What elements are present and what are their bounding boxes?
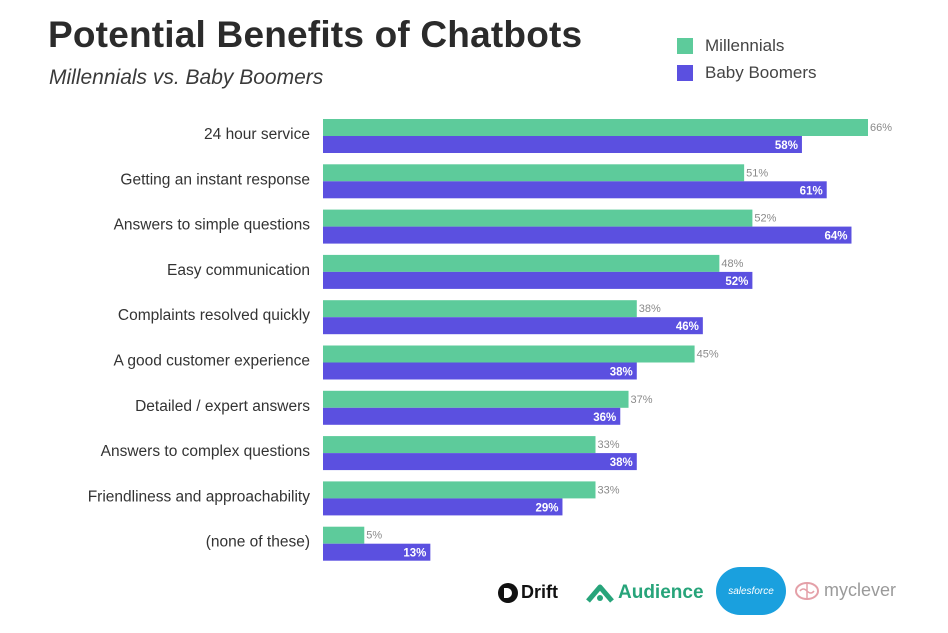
bar-millennials <box>323 119 868 136</box>
category-label: Easy communication <box>167 262 310 279</box>
drift-logo-text: Drift <box>521 582 558 602</box>
legend-item-millennials: Millennials <box>677 34 817 58</box>
bar-baby-boomers <box>323 407 621 425</box>
brain-icon <box>795 581 819 600</box>
category-label: Getting an instant response <box>120 171 310 188</box>
data-label-millennials: 52% <box>754 213 776 225</box>
data-label-baby-boomers: 58% <box>775 140 798 152</box>
data-label-baby-boomers: 13% <box>403 548 426 560</box>
data-label-millennials: 33% <box>598 439 620 451</box>
bar-millennials <box>323 390 629 408</box>
chart-title: Potential Benefits of Chatbots <box>48 14 583 55</box>
category-label: (none of these) <box>206 534 310 551</box>
category-label: A good customer experience <box>114 353 310 370</box>
bar-millennials <box>323 209 753 227</box>
bar-millennials <box>323 345 695 363</box>
data-label-baby-boomers: 52% <box>725 276 748 288</box>
bar-millennials <box>323 300 637 318</box>
audience-logo: Audience <box>586 582 704 604</box>
bar-baby-boomers <box>323 317 703 335</box>
partner-logos: Drift Audience salesforce myclever <box>498 566 918 622</box>
bar-millennials <box>323 436 596 454</box>
bar-baby-boomers <box>323 453 637 471</box>
bar-baby-boomers <box>323 226 852 244</box>
bar-baby-boomers <box>323 498 563 516</box>
category-label: Answers to simple questions <box>114 217 311 234</box>
salesforce-logo: salesforce <box>716 567 786 615</box>
legend-item-baby-boomers: Baby Boomers <box>677 61 817 85</box>
data-label-millennials: 5% <box>366 530 382 542</box>
bar-baby-boomers <box>323 271 753 289</box>
data-label-baby-boomers: 38% <box>610 457 633 469</box>
chart-subtitle: Millennials vs. Baby Boomers <box>49 66 324 89</box>
data-label-millennials: 48% <box>721 258 743 270</box>
bar-baby-boomers <box>323 181 827 199</box>
myclever-logo-text: myclever <box>824 580 897 600</box>
category-label: Detailed / expert answers <box>135 398 310 415</box>
data-label-millennials: 37% <box>631 394 653 406</box>
bar-millennials <box>323 526 365 544</box>
legend-swatch-millennials <box>677 38 693 54</box>
data-label-millennials: 38% <box>639 303 661 315</box>
data-label-millennials: 45% <box>697 349 719 361</box>
drift-mark-icon <box>498 582 518 603</box>
bar-baby-boomers <box>323 543 431 561</box>
data-label-millennials: 33% <box>598 484 620 496</box>
data-label-millennials: 51% <box>746 167 768 179</box>
category-label: Answers to complex questions <box>101 443 311 460</box>
audience-mark-icon <box>586 584 614 603</box>
legend-label-millennials: Millennials <box>705 36 785 55</box>
data-label-baby-boomers: 64% <box>824 231 847 243</box>
bar-baby-boomers <box>323 136 802 153</box>
data-label-baby-boomers: 38% <box>610 367 633 379</box>
bar-baby-boomers <box>323 362 637 380</box>
salesforce-logo-text: salesforce <box>728 585 774 597</box>
legend-label-baby-boomers: Baby Boomers <box>705 63 817 82</box>
category-label: Complaints resolved quickly <box>118 307 310 324</box>
data-label-baby-boomers: 46% <box>676 321 699 333</box>
audience-logo-text: Audience <box>618 582 704 603</box>
legend-swatch-baby-boomers <box>677 65 693 81</box>
data-label-baby-boomers: 29% <box>535 502 558 514</box>
data-label-baby-boomers: 61% <box>800 185 823 197</box>
chart-legend: Millennials Baby Boomers <box>677 34 817 88</box>
myclever-logo: myclever <box>794 580 896 601</box>
bar-millennials <box>323 254 720 272</box>
data-label-baby-boomers: 36% <box>593 412 616 424</box>
bar-millennials <box>323 481 596 499</box>
category-label: 24 hour service <box>204 126 310 143</box>
drift-logo: Drift <box>498 582 558 603</box>
data-label-millennials: 66% <box>870 122 892 134</box>
bar-millennials <box>323 164 745 182</box>
category-label: Friendliness and approachability <box>88 488 311 505</box>
